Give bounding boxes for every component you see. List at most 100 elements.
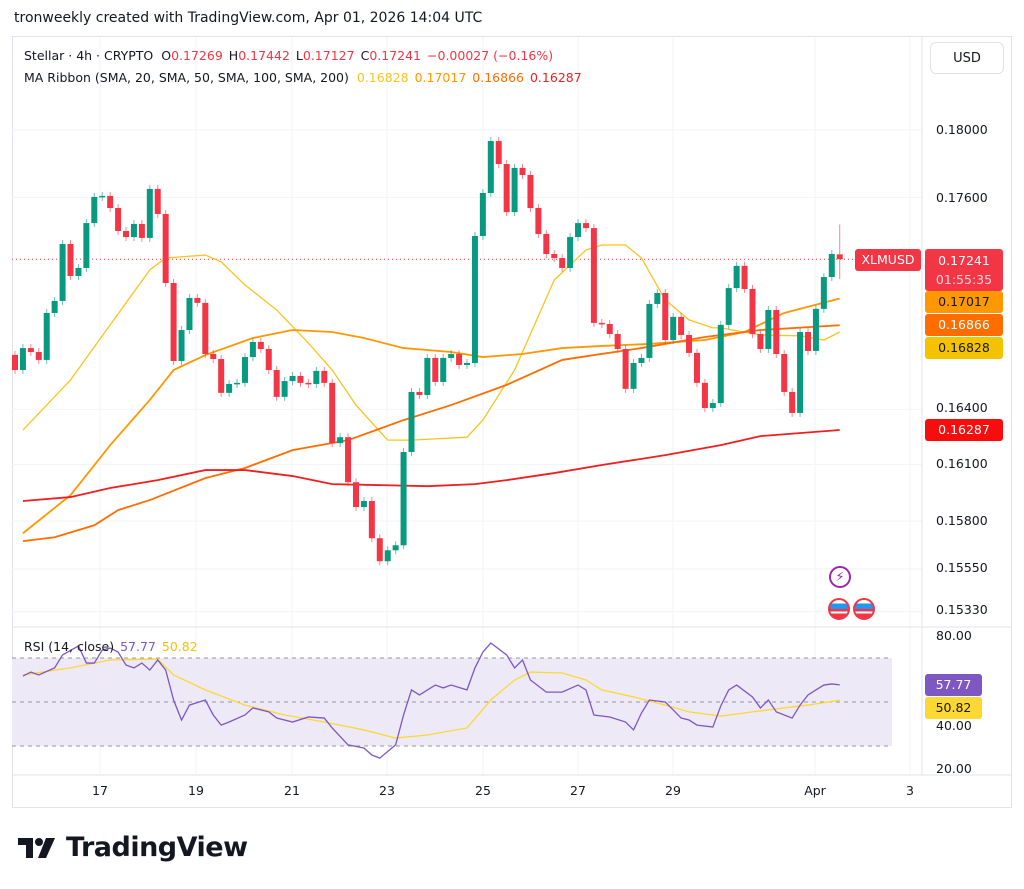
candle-down [170, 283, 177, 362]
candle-up [289, 375, 296, 382]
date-tick: 23 [379, 783, 395, 798]
candle-down [789, 391, 796, 413]
candle-down [495, 141, 502, 165]
candle-up [487, 141, 494, 193]
candle-down [297, 375, 304, 383]
sma200-line [22, 429, 840, 502]
candle-down [662, 293, 669, 341]
candle-down [194, 297, 201, 303]
candle-up [464, 362, 471, 365]
candle-up [654, 293, 661, 304]
candle-down [35, 352, 42, 360]
price-tick: 0.15550 [936, 560, 988, 575]
candle-up [186, 297, 193, 331]
symbol-legend: Stellar · 4h · CRYPTO O0.17269 H0.17442 L 0.… [24, 48, 559, 63]
sma200-value: 0.16287 [529, 70, 582, 85]
tradingview-logo-text: TradingView [66, 832, 248, 863]
sma50-tag: 0.17017 [925, 291, 1003, 313]
high-label: H [228, 48, 239, 63]
candle-down [329, 382, 336, 444]
candle-up [820, 277, 827, 309]
rsi-tick: 80.00 [936, 628, 972, 643]
candle-down [551, 254, 558, 259]
candle-up [630, 362, 637, 389]
low-label: L [295, 48, 303, 63]
candle-down [503, 164, 510, 213]
candle-up [511, 167, 518, 213]
candle-down [273, 370, 280, 397]
rsi-tick: 20.00 [936, 761, 972, 773]
candle-down [154, 188, 161, 214]
candle-down [67, 243, 74, 276]
candle-up [234, 382, 241, 385]
high-value: 0.17442 [238, 48, 290, 63]
sma50-value: 0.17017 [414, 70, 467, 85]
open-value: 0.17269 [171, 48, 223, 63]
candle-down [614, 333, 621, 349]
candle-down [352, 482, 359, 508]
candle-up [83, 223, 90, 268]
candle-up [313, 370, 320, 384]
candle-up [384, 550, 391, 562]
candle-up [828, 254, 835, 278]
us-flag-event-icon[interactable] [828, 598, 850, 620]
candle-down [622, 348, 629, 389]
candle-up [725, 288, 732, 325]
open-label: O [161, 48, 172, 63]
tradingview-logo[interactable]: TradingView [18, 832, 248, 863]
candle-up [249, 341, 256, 358]
rsi-tag: 57.77 [925, 674, 982, 696]
symbol-name: Stellar · 4h · CRYPTO [24, 48, 154, 63]
date-tick: 19 [188, 783, 204, 798]
date-tick: 29 [665, 783, 681, 798]
candle-up [424, 357, 431, 396]
sma50-line [22, 297, 840, 534]
candle-up [575, 223, 582, 238]
candle-up [733, 265, 740, 289]
candle-down [123, 231, 130, 238]
rsi-ma-tag: 50.82 [925, 697, 982, 719]
us-flag-event-icon[interactable] [853, 598, 875, 620]
candle-down [741, 265, 748, 289]
price-tick: 0.15800 [936, 513, 988, 528]
candle-up [178, 330, 185, 362]
price-tick: 0.16400 [936, 400, 988, 415]
candle-up [337, 437, 344, 444]
price-tick: 0.16100 [936, 456, 988, 471]
candle-down [773, 309, 780, 354]
rsi-legend[interactable]: RSI (14, close) 57.77 50.82 [24, 639, 204, 654]
candle-down [582, 223, 589, 229]
candle-up [146, 188, 153, 238]
rsi-title: RSI (14, close) [24, 639, 115, 654]
candle-up [392, 545, 399, 551]
candle-up [91, 196, 98, 224]
lightning-event-icon[interactable]: ⚡ [829, 566, 851, 588]
currency-button[interactable]: USD [930, 42, 1004, 74]
bar-countdown: 01:55:35 [935, 272, 993, 287]
close-value: 0.17241 [369, 48, 422, 63]
sma200-tag: 0.16287 [925, 419, 1003, 441]
candle-down [693, 352, 700, 383]
candle-up [59, 243, 66, 301]
candle-down [107, 195, 114, 209]
candle-down [368, 501, 375, 539]
candle-down [257, 341, 264, 349]
candle-up [670, 316, 677, 341]
candle-down [210, 353, 217, 360]
date-tick: 21 [284, 783, 300, 798]
ma-ribbon-legend[interactable]: MA Ribbon (SMA, 20, SMA, 50, SMA, 100, S… [24, 70, 588, 85]
rsi-ma-value: 50.82 [161, 639, 198, 654]
candle-down [598, 322, 605, 325]
candle-down [12, 354, 18, 371]
date-tick: 25 [475, 783, 491, 798]
candle-down [757, 333, 764, 349]
candle-down [535, 208, 542, 234]
rsi-value: 57.77 [120, 639, 156, 654]
ma-ribbon-title: MA Ribbon (SMA, 20, SMA, 50, SMA, 100, S… [24, 70, 349, 85]
tradingview-logo-icon [18, 837, 55, 858]
sma100-value: 0.16866 [472, 70, 524, 85]
candle-up [360, 501, 367, 508]
candle-down [543, 233, 550, 255]
rsi-line [22, 642, 840, 759]
